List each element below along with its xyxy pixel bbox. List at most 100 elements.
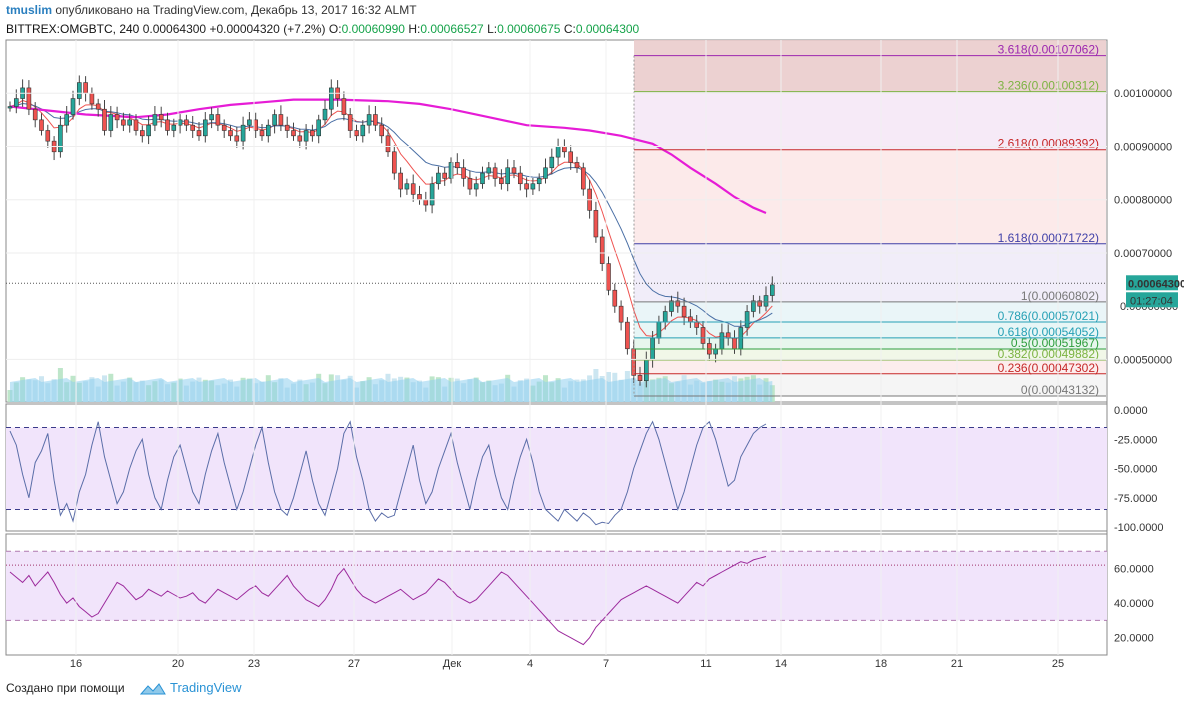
candle-body: [442, 172, 448, 179]
candle-body: [140, 130, 145, 137]
candle-body: [278, 114, 284, 126]
time-tick-label: 14: [775, 658, 787, 670]
volume-bars: [7, 368, 775, 402]
candle-body: [719, 332, 725, 350]
time-tick-label: 27: [348, 658, 360, 670]
fib-level-label: 1(0.00060802): [1021, 289, 1099, 303]
time-tick-label: 21: [951, 658, 963, 670]
candle-body: [373, 114, 378, 126]
candle-body: [83, 82, 88, 94]
candle-body: [77, 82, 82, 99]
candle-body: [247, 119, 252, 126]
candle-body: [121, 119, 126, 126]
candle-body: [89, 92, 95, 105]
candle-body: [221, 124, 227, 131]
candle-body: [165, 119, 170, 131]
countdown-badge: [1126, 292, 1178, 308]
candle-body: [284, 124, 290, 131]
candle-body: [133, 119, 139, 131]
time-tick-label: 7: [603, 658, 609, 670]
candle-body: [347, 114, 353, 131]
tradingview-logo-icon: [140, 683, 166, 695]
candle-body: [259, 130, 265, 137]
candle-body: [158, 114, 164, 121]
candle-body: [102, 108, 107, 131]
time-tick-label: 16: [70, 658, 82, 670]
candle-body: [146, 124, 151, 137]
candle-body: [562, 146, 567, 153]
rsi-band: [6, 551, 1107, 621]
candle-body: [310, 130, 315, 137]
time-tick-label: Дек: [443, 658, 462, 670]
candle-body: [700, 327, 706, 344]
author-link[interactable]: tmuslim: [6, 3, 53, 17]
candle-body: [127, 119, 132, 126]
candle-body: [379, 124, 385, 137]
candle-body: [744, 311, 750, 328]
rsi-tick-label: 40.0000: [1114, 598, 1154, 610]
time-tick-label: 23: [248, 658, 260, 670]
fib-zone: [634, 40, 1106, 56]
axes: 0.00100000 0.00090000 0.00080000 0.00070000…: [6, 40, 1172, 670]
candle-body: [190, 124, 195, 131]
time-tick-label: 20: [172, 658, 184, 670]
tradingview-brand-link[interactable]: TradingView: [170, 680, 242, 695]
change-value: +0.00004320 (+7.2%): [209, 22, 326, 36]
fib-level-label: 2.618(0.00089392): [998, 137, 1099, 151]
williams-line: [9, 420, 767, 526]
fib-level-label: 0.5(0.00051967): [1011, 336, 1099, 350]
fib-level-label: 1.618(0.00071722): [998, 231, 1099, 245]
candle-body: [524, 183, 529, 190]
fib-level-label: 0.786(0.00057021): [998, 309, 1099, 323]
time-tick-label: 18: [875, 658, 887, 670]
candle-body: [184, 119, 189, 126]
candle-body: [385, 135, 391, 153]
candle-body: [725, 332, 731, 339]
fib-zone: [634, 337, 1106, 349]
low-label: L:: [487, 22, 498, 36]
candle-body: [467, 178, 473, 190]
time-tick-label: 4: [527, 658, 533, 670]
candle-body: [196, 130, 202, 137]
candle-body: [486, 167, 492, 174]
candle-body: [625, 321, 630, 350]
close-value: 0.00064300: [575, 22, 640, 36]
rsi-tick-label: 20.0000: [1114, 633, 1154, 645]
candle-body: [599, 236, 605, 264]
created-with-text: Создано при помощи: [6, 681, 125, 695]
candle-body: [769, 284, 775, 296]
countdown-label: 01:27:04: [1130, 295, 1173, 307]
oscillator-bands: [6, 427, 1107, 621]
candle-body: [669, 300, 674, 312]
high-value: 0.00066527: [420, 22, 484, 36]
candle-body: [64, 114, 69, 126]
candle-body: [688, 316, 693, 323]
candle-body: [517, 172, 523, 185]
candle-body: [568, 151, 574, 163]
price-tick-label: 0.00090000: [1114, 141, 1172, 153]
candle-body: [612, 289, 618, 307]
fib-level-label: 3.618(0.00107062): [998, 43, 1099, 57]
candle-body: [354, 130, 359, 137]
candle-body: [297, 135, 303, 142]
candle-body: [171, 124, 177, 131]
fib-level-label: 0.236(0.00047302): [998, 361, 1099, 375]
candle-body: [454, 162, 460, 169]
candle-body: [662, 311, 668, 323]
close-label: C:: [563, 22, 576, 36]
candle-body: [341, 98, 347, 115]
candle-body: [643, 359, 649, 382]
price-tick-label: 0.00080000: [1114, 195, 1172, 207]
indicator-lines: [6, 98, 1107, 646]
candle-body: [303, 130, 309, 142]
williams-tick-label: -75.0000: [1114, 493, 1157, 505]
symbol-label: BITTREX:OMGBTC, 240: [6, 22, 140, 36]
fib-zone: [634, 149, 1106, 244]
low-value: 0.00060675: [497, 22, 561, 36]
candle-body: [593, 210, 599, 238]
fib-level-label: 0.618(0.00054052): [998, 325, 1099, 339]
candle-body: [328, 87, 334, 110]
candle-body: [95, 103, 101, 110]
